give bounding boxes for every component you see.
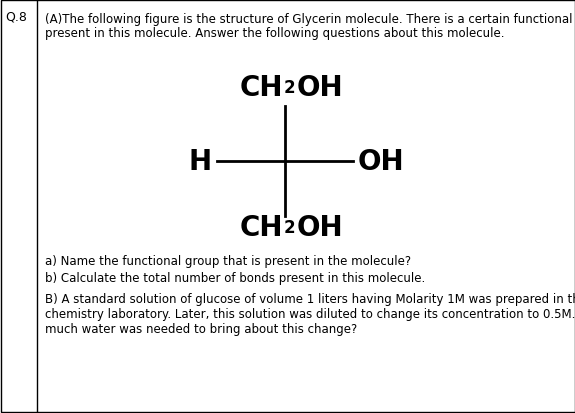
Text: CH: CH (240, 74, 283, 102)
Text: chemistry laboratory. Later, this solution was diluted to change its concentrati: chemistry laboratory. Later, this soluti… (45, 307, 575, 320)
Text: OH: OH (297, 214, 344, 242)
Text: B) A standard solution of glucose of volume 1 liters having Molarity 1M was prep: B) A standard solution of glucose of vol… (45, 292, 575, 305)
Text: much water was needed to bring about this change?: much water was needed to bring about thi… (45, 322, 357, 335)
Text: CH: CH (240, 214, 283, 242)
Text: OH: OH (358, 147, 405, 176)
Text: 2: 2 (284, 79, 296, 97)
Text: (A)The following figure is the structure of Glycerin molecule. There is a certai: (A)The following figure is the structure… (45, 13, 575, 26)
Text: 2: 2 (284, 218, 296, 236)
Text: present in this molecule. Answer the following questions about this molecule.: present in this molecule. Answer the fol… (45, 27, 504, 40)
Text: b) Calculate the total number of bonds present in this molecule.: b) Calculate the total number of bonds p… (45, 271, 426, 284)
Text: H: H (189, 147, 212, 176)
Text: Q.8: Q.8 (5, 10, 27, 23)
Text: a) Name the functional group that is present in the molecule?: a) Name the functional group that is pre… (45, 254, 411, 267)
Text: OH: OH (297, 74, 344, 102)
